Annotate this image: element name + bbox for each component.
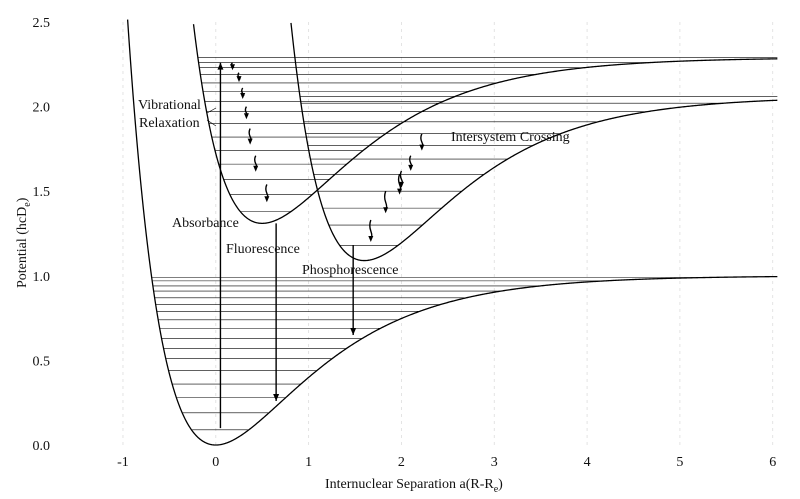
vibrational-relaxation-arrow	[230, 62, 236, 71]
phosphorescence-label: Phosphorescence	[302, 263, 398, 278]
intersystem-crossing-arrow-head	[383, 207, 389, 214]
relaxation-pointer	[206, 107, 217, 114]
vibrational-relaxation-arrow-head	[243, 113, 249, 120]
vibrational-relaxation-label-line2: Relaxation	[139, 116, 200, 131]
vibrational-relaxation-label-line1: Vibrational	[138, 98, 201, 113]
potential-curves	[126, 19, 778, 446]
intersystem-crossing-arrow	[398, 170, 404, 188]
intersystem-crossing-arrow	[383, 190, 389, 214]
y-tick-label: 1.5	[33, 185, 51, 200]
intersystem-crossing-arrow	[397, 174, 403, 195]
vibrational-relaxation-arrow-line	[265, 184, 269, 199]
intersystem-crossing-arrow-line	[383, 190, 388, 210]
vibrational-relaxation-arrow-head	[264, 196, 270, 203]
arrow-absorbance-head	[217, 62, 224, 70]
potential-curve	[192, 24, 778, 225]
vibrational-relaxation-arrow	[236, 72, 242, 83]
axis-ticks: -1 0 1 2 3 4 5 6 0.0 0.5 1.0 1.5 2.0 2.5	[33, 16, 777, 470]
intersystem-crossing-label: Intersystem Crossing	[451, 130, 570, 145]
arrow-fluorescence-head	[273, 394, 280, 402]
grid	[122, 22, 774, 445]
intersystem-crossing-arrow-head	[419, 144, 425, 151]
vibrational-relaxation-arrow	[243, 106, 249, 120]
y-tick-label: 2.5	[33, 16, 51, 31]
y-tick-label: 0.5	[33, 354, 51, 369]
vibrational-relaxation-arrow	[247, 128, 253, 145]
intersystem-crossing-arrow	[419, 133, 425, 151]
potential-curve	[290, 22, 778, 262]
x-tick-label: 4	[584, 455, 591, 470]
y-tick-label: 0.0	[33, 439, 51, 454]
intersystem-crossing-arrow-head	[397, 188, 403, 195]
potential-curve	[126, 19, 778, 446]
x-tick-label: -1	[117, 455, 129, 470]
arrow-fluorescence	[273, 223, 280, 402]
y-tick-label: 2.0	[33, 101, 51, 116]
x-tick-label: 1	[305, 455, 312, 470]
absorbance-label: Absorbance	[172, 216, 239, 231]
vibrational-levels	[151, 57, 778, 431]
x-tick-label: 2	[398, 455, 405, 470]
vibrational-relaxation-arrow-head	[253, 165, 259, 172]
vibrational-relaxation-arrow-head	[236, 76, 242, 83]
intersystem-crossing-arrow	[368, 219, 374, 242]
intersystem-crossing-arrow-head	[368, 235, 374, 242]
intersystem-crossing-arrow-head	[398, 181, 404, 188]
x-tick-label: 5	[676, 455, 683, 470]
x-axis-title: Internuclear Separation a(R-Re)	[325, 477, 503, 495]
y-tick-label: 1.0	[33, 270, 51, 285]
x-tick-label: 0	[212, 455, 219, 470]
x-tick-label: 3	[491, 455, 498, 470]
intersystem-crossing-arrow-line	[369, 219, 373, 239]
vibrational-relaxation-arrow-head	[247, 138, 253, 145]
x-tick-label: 6	[769, 455, 776, 470]
vibrational-relaxation-arrow	[264, 184, 270, 203]
arrow-phosphorescence-head	[350, 328, 357, 336]
arrow-phosphorescence	[350, 245, 357, 336]
vibrational-relaxation-arrow	[240, 87, 246, 99]
intersystem-crossing-arrow-head	[408, 164, 414, 171]
vibrational-relaxation-arrow-head	[240, 92, 246, 99]
relaxation-pointer	[206, 119, 217, 127]
y-axis-title: Potential (hcDe)	[15, 197, 33, 288]
intersystem-crossing-arrow	[408, 155, 414, 171]
vibrational-relaxation-arrow-head	[230, 64, 236, 71]
arrow-absorbance	[217, 62, 224, 429]
fluorescence-label: Fluorescence	[226, 242, 300, 257]
transition-arrows	[206, 62, 425, 429]
vibrational-relaxation-arrow	[253, 155, 259, 172]
